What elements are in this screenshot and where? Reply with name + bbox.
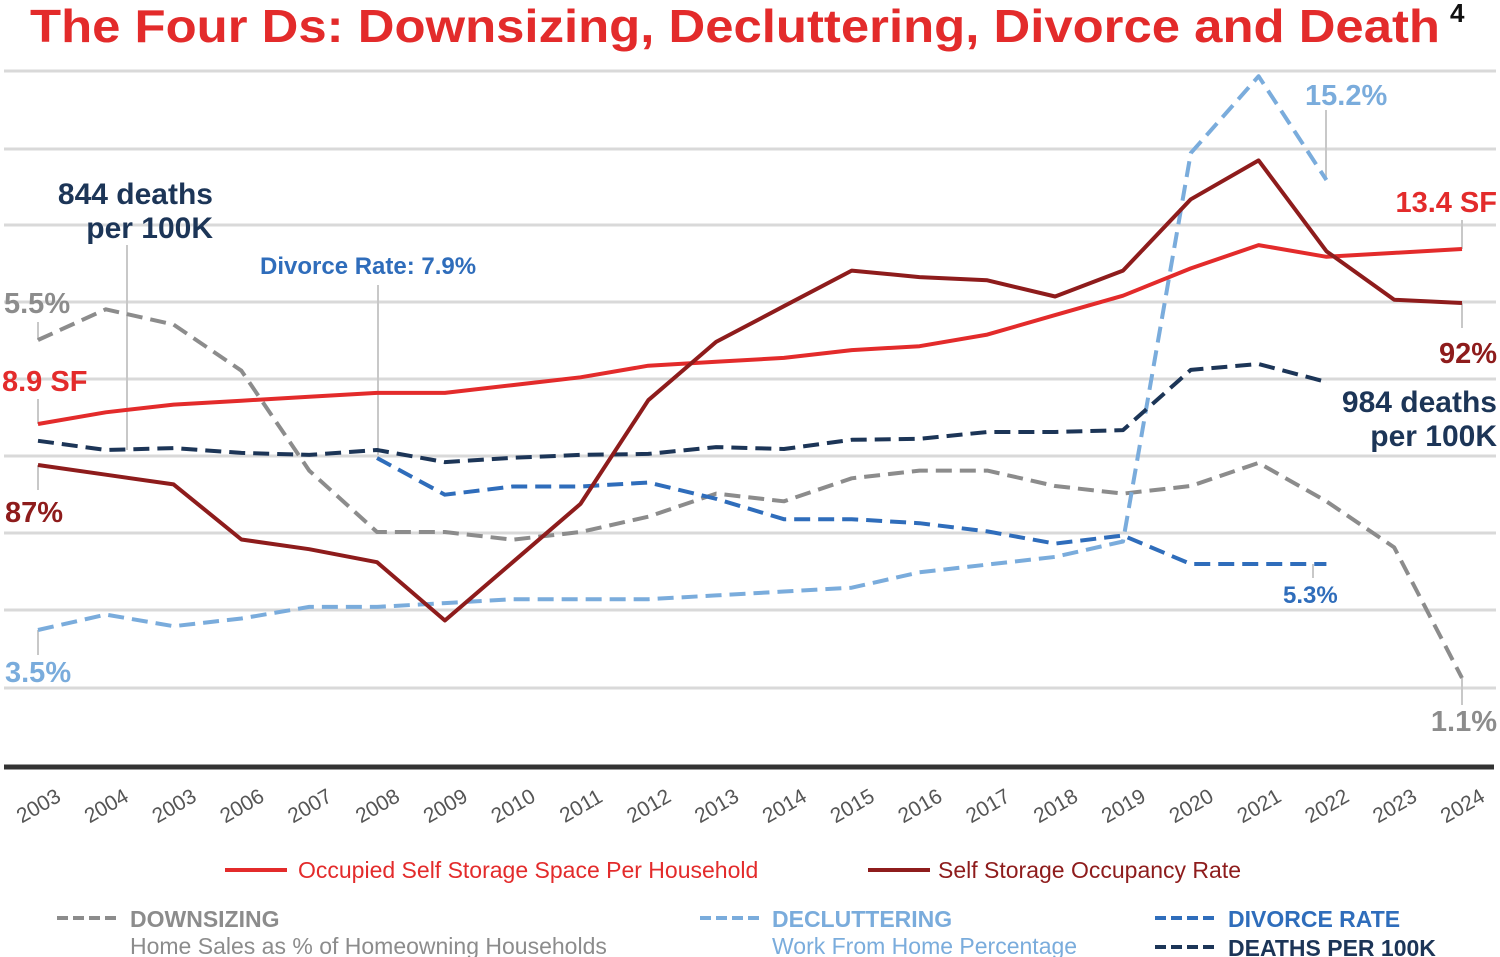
footnote-marker: 4	[1450, 0, 1465, 28]
x-tick-label: 2022	[1301, 785, 1353, 828]
x-tick-labels: 2003 2004 2003 2006 2007 2008 2009 2010 2011 2012…	[13, 785, 1489, 828]
annotation-decluttering-end: 15.2%	[1305, 80, 1387, 112]
x-tick-label: 2009	[420, 785, 472, 828]
annotations: 844 deaths per 100K Divorce Rate: 7.9% 5…	[2, 80, 1497, 738]
x-tick-label: 2007	[284, 785, 336, 828]
series-line-decluttering	[37, 74, 1329, 632]
x-tick-label: 2008	[352, 785, 404, 828]
legend-item-downsizing: DOWNSIZING Home Sales as % of Homeowning…	[57, 906, 607, 957]
chart-title: The Four Ds: Downsizing, Decluttering, D…	[30, 0, 1440, 52]
leader-lines	[37, 110, 1463, 705]
legend-item-decluttering: DECLUTTERING Work From Home Percentage	[700, 906, 1077, 957]
x-tick-label: 2023	[1369, 785, 1421, 828]
x-tick-label: 2016	[894, 785, 946, 828]
annotation-divorce-end: 5.3%	[1283, 582, 1338, 609]
annotation-downsizing-end: 1.1%	[1431, 706, 1497, 738]
x-tick-label: 2024	[1437, 785, 1489, 828]
annotation-storage-start: 8.9 SF	[2, 366, 87, 398]
legend-item-storage: Occupied Self Storage Space Per Househol…	[225, 857, 758, 883]
gridlines	[4, 69, 1496, 690]
annotation-divorce-start: Divorce Rate: 7.9%	[260, 253, 476, 280]
legend-label-storage: Occupied Self Storage Space Per Househol…	[298, 857, 758, 883]
annotation-occupancy-end: 92%	[1439, 338, 1497, 370]
annotation-deaths-start-2: per 100K	[86, 212, 213, 245]
legend: Occupied Self Storage Space Per Househol…	[57, 857, 1436, 957]
x-tick-label: 2018	[1030, 785, 1082, 828]
x-tick-label: 2014	[759, 785, 811, 828]
x-tick-label: 2019	[1098, 785, 1150, 828]
legend-label-divorce: DIVORCE RATE	[1228, 906, 1400, 932]
x-tick-label: 2003	[148, 785, 200, 828]
legend-item-deaths: DEATHS PER 100K	[1155, 935, 1436, 957]
x-tick-label: 2021	[1233, 785, 1285, 828]
x-tick-label: 2010	[487, 785, 539, 828]
x-tick-label: 2003	[13, 785, 65, 828]
annotation-downsizing-start: 5.5%	[4, 288, 70, 320]
legend-label-decluttering: DECLUTTERING	[772, 906, 952, 932]
annotation-deaths-end-1: 984 deaths	[1342, 386, 1497, 419]
x-tick-label: 2006	[216, 785, 268, 828]
x-tick-label: 2004	[81, 785, 133, 828]
annotation-deaths-start-1: 844 deaths	[58, 178, 213, 211]
x-tick-label: 2011	[556, 785, 607, 828]
series-line-occupancy	[37, 158, 1463, 623]
series-lines	[37, 74, 1464, 679]
annotation-deaths-end-2: per 100K	[1370, 420, 1497, 453]
x-tick-label: 2012	[623, 785, 675, 828]
x-tick-label: 2015	[826, 785, 878, 828]
legend-label-downsizing: DOWNSIZING	[130, 906, 280, 932]
x-tick-label: 2020	[1166, 785, 1218, 828]
legend-sublabel-decluttering: Work From Home Percentage	[772, 933, 1077, 957]
legend-label-deaths: DEATHS PER 100K	[1228, 935, 1436, 957]
legend-label-occupancy: Self Storage Occupancy Rate	[938, 857, 1241, 883]
legend-item-occupancy: Self Storage Occupancy Rate	[868, 857, 1241, 883]
annotation-storage-end: 13.4 SF	[1395, 187, 1497, 219]
annotation-occupancy-start: 87%	[5, 497, 63, 529]
series-line-storage	[37, 243, 1463, 426]
series-line-downsizing	[37, 307, 1464, 679]
x-tick-label: 2017	[962, 785, 1014, 828]
annotation-decluttering-start: 3.5%	[5, 657, 71, 689]
legend-sublabel-downsizing: Home Sales as % of Homeowning Households	[130, 933, 607, 957]
legend-item-divorce: DIVORCE RATE	[1155, 906, 1400, 932]
series-line-divorce	[376, 456, 1327, 566]
x-tick-label: 2013	[691, 785, 743, 828]
